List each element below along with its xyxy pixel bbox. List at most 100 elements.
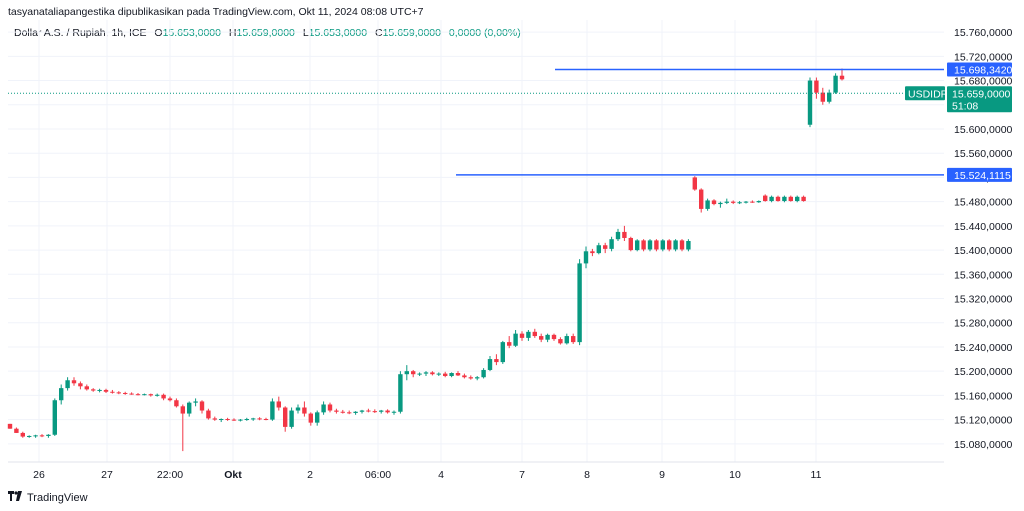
- low-label: L: [302, 27, 309, 39]
- candle-body: [270, 401, 275, 420]
- candle-body: [391, 411, 397, 413]
- candle-body: [295, 407, 301, 411]
- candle-body: [641, 240, 646, 250]
- candle-body: [135, 394, 141, 396]
- candle-body: [596, 245, 601, 254]
- candle-body: [660, 240, 665, 250]
- candle-body: [795, 196, 800, 202]
- candle-body: [615, 231, 621, 240]
- last-price-badge: [947, 86, 1012, 113]
- candle-body: [807, 80, 813, 125]
- candle-body: [187, 402, 192, 414]
- time-tick-label: 27: [101, 469, 113, 481]
- price-tick-label: 15.280,0000: [954, 318, 1013, 330]
- last-price-label: 15.659,0000: [952, 88, 1011, 100]
- candle-body: [219, 419, 224, 421]
- candle-body: [500, 342, 505, 363]
- candle-body: [692, 177, 697, 190]
- candle-body: [103, 389, 109, 392]
- candle-body: [302, 407, 307, 414]
- time-tick-label: 9: [659, 469, 665, 481]
- candle-body: [71, 380, 77, 384]
- candle-body: [423, 372, 429, 374]
- symbol-title[interactable]: Dollar A.S. / Rupiah, 1h, ICE: [14, 27, 147, 39]
- candle-body: [7, 423, 13, 429]
- tradingview-brand[interactable]: TradingView: [8, 491, 88, 504]
- open-value: 15.653,0000: [162, 27, 221, 39]
- candle-body: [564, 336, 569, 344]
- candle-body: [558, 339, 563, 344]
- candle-body: [78, 383, 83, 387]
- candle-body: [475, 377, 480, 379]
- candle-body: [449, 372, 454, 377]
- candle-body: [321, 404, 326, 413]
- candle-body: [123, 392, 128, 394]
- candle-body: [679, 240, 685, 250]
- candle-body: [276, 401, 281, 408]
- candle-body: [430, 372, 435, 375]
- change-value: 0,0000 (0,00%): [448, 27, 521, 39]
- candle-body: [494, 359, 499, 363]
- candle-body: [833, 75, 838, 93]
- candle-body: [551, 334, 557, 340]
- price-tick-label: 15.760,0000: [954, 27, 1013, 39]
- candle-body: [359, 410, 365, 412]
- hline-price-label: 15.698,3420: [954, 64, 1013, 76]
- time-tick-label: 7: [519, 469, 525, 481]
- symbol-badge-label: USDIDR: [908, 88, 949, 100]
- close-label: C: [375, 27, 383, 39]
- candle-body: [820, 92, 825, 102]
- candle-body: [340, 411, 345, 413]
- candle-body: [583, 251, 589, 264]
- price-tick-label: 15.320,0000: [954, 294, 1013, 306]
- price-tick-label: 15.160,0000: [954, 390, 1013, 402]
- high-value: 15.659,0000: [236, 27, 295, 39]
- low-value: 15.653,0000: [308, 27, 368, 39]
- candle-body: [283, 407, 288, 427]
- candle-body: [455, 372, 461, 376]
- candle-body: [718, 202, 723, 205]
- candle-body: [238, 419, 243, 421]
- candle-body: [155, 394, 160, 396]
- hline-price-label: 15.524,1115: [954, 170, 1011, 182]
- candle-body: [334, 410, 339, 412]
- candle-body: [769, 196, 774, 202]
- candle-body: [212, 418, 217, 420]
- candle-body: [180, 406, 185, 414]
- candle-body: [507, 342, 512, 346]
- candle-body: [519, 333, 525, 338]
- candle-body: [750, 201, 755, 203]
- candle-body: [65, 380, 70, 389]
- candle-body: [327, 404, 333, 411]
- candle-body: [308, 413, 313, 423]
- candle-body: [590, 251, 595, 254]
- candle-body: [366, 410, 371, 412]
- tradingview-logo-icon: [8, 491, 24, 504]
- price-tick-label: 15.600,0000: [954, 124, 1013, 136]
- price-tick-label: 15.480,0000: [954, 197, 1013, 209]
- candle-body: [705, 200, 710, 209]
- candle-body: [52, 400, 57, 435]
- candle-body: [161, 394, 166, 399]
- candle-body: [647, 240, 653, 250]
- candle-body: [91, 389, 96, 391]
- candle-body: [443, 373, 448, 377]
- time-tick-label: 11: [811, 469, 822, 481]
- candle-body: [263, 419, 269, 421]
- time-tick-label: Okt: [224, 469, 242, 481]
- candle-body: [526, 331, 531, 338]
- candle-body: [436, 373, 441, 375]
- candle-body: [206, 410, 211, 419]
- candle-body: [686, 241, 691, 250]
- candle-body: [577, 263, 582, 343]
- candle-body: [116, 392, 121, 394]
- price-badges: 15.698,3420 15.524,1115 USDIDR 15.659,00005…: [905, 62, 1013, 182]
- candle-body: [379, 410, 384, 412]
- candle-body: [788, 196, 793, 202]
- candle-body: [635, 240, 640, 251]
- candle-body: [59, 388, 64, 401]
- candle-body: [84, 386, 89, 390]
- candle-body: [148, 394, 153, 396]
- candle-body: [782, 196, 787, 202]
